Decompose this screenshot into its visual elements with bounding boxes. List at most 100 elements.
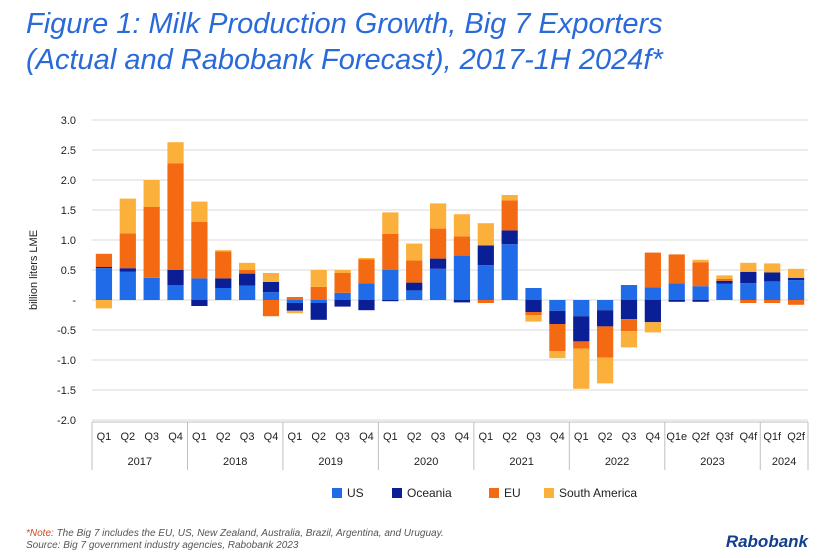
y-tick-label: 1.5 (61, 205, 76, 217)
bar-segment-oceania (215, 278, 232, 288)
x-tick-label: Q1e (666, 431, 687, 443)
bar-segment-oceania (597, 310, 614, 327)
bar-segment-eu (286, 297, 303, 300)
bar-segment-oceania (167, 270, 184, 285)
bar-segment-eu (501, 200, 518, 231)
bar-segment-us (549, 300, 566, 311)
bar-segment-south-america (787, 268, 805, 278)
legend-label: South America (559, 486, 638, 500)
bar-segment-us (310, 300, 327, 303)
footnote: *Note: The Big 7 includes the EU, US, Ne… (26, 528, 444, 552)
bar-segment-south-america (286, 310, 303, 314)
bar-segment-oceania (764, 272, 781, 282)
bar-segment-south-america (549, 351, 566, 359)
legend-item-us: US (332, 486, 364, 500)
bar-segment-south-america (597, 357, 614, 384)
x-tick-label: Q2 (311, 431, 326, 443)
y-tick-label: -2.0 (57, 415, 76, 427)
bar-segment-eu (453, 236, 471, 256)
bar-segment-us (716, 283, 733, 300)
legend-label: Oceania (407, 486, 452, 500)
x-tick-label: Q3 (335, 431, 350, 443)
bar-segment-oceania (453, 300, 471, 303)
footnote-note-prefix: *Note: (26, 528, 54, 539)
y-tick-label: 2.5 (61, 145, 76, 157)
x-tick-label: Q4 (264, 431, 279, 443)
bar-segment-us (787, 280, 805, 300)
bar-segment-oceania (716, 280, 733, 284)
x-tick-label: Q1 (192, 431, 207, 443)
bar-segment-eu (215, 251, 232, 279)
bar-segment-us (95, 268, 113, 300)
bar-segment-us (477, 265, 494, 300)
legend-item-south-america: South America (544, 486, 637, 500)
bar-segment-south-america (620, 331, 638, 348)
bar-segment-south-america (716, 275, 733, 279)
legend-label: EU (504, 486, 521, 500)
bar-segment-oceania (429, 258, 447, 269)
bar-segment-eu (143, 207, 160, 278)
chart-title: Figure 1: Milk Production Growth, Big 7 … (26, 6, 816, 78)
bar-segment-south-america (382, 212, 399, 234)
y-tick-label: - (72, 295, 76, 307)
bar-segment-oceania (239, 273, 256, 286)
y-tick-label: 0.5 (61, 265, 76, 277)
bar-segment-us (429, 268, 447, 300)
x-tick-label: Q1 (97, 431, 112, 443)
bar-segment-eu (95, 253, 113, 267)
bar-segment-south-america (143, 180, 160, 207)
x-tick-label: Q2 (216, 431, 231, 443)
bar-segment-eu (310, 286, 327, 300)
year-label: 2022 (605, 456, 629, 468)
bar-segment-south-america (334, 270, 351, 273)
bar-segment-eu (573, 341, 590, 349)
bar-segment-south-america (692, 259, 709, 263)
legend-item-eu: EU (489, 486, 521, 500)
bar-segment-south-america (764, 263, 781, 273)
bar-segment-eu (692, 262, 709, 287)
y-tick-label: -1.5 (57, 385, 76, 397)
bar-segment-south-america (239, 262, 256, 270)
year-label: 2023 (700, 456, 724, 468)
bar-segment-south-america (215, 250, 232, 252)
bar-segment-oceania (310, 303, 327, 320)
bar-segment-eu (549, 324, 566, 351)
x-tick-label: Q3 (240, 431, 255, 443)
bar-segment-us (119, 271, 136, 300)
bar-segment-eu (597, 326, 614, 358)
y-tick-label: 2.0 (61, 175, 76, 187)
bar-segment-oceania (787, 277, 805, 281)
bar-segment-south-america (644, 322, 661, 333)
bar-segment-eu (764, 300, 781, 303)
bar-segment-eu (429, 228, 447, 259)
bar-segment-south-america (262, 273, 280, 282)
bar-segment-us (143, 277, 160, 300)
bar-segment-south-america (191, 201, 208, 222)
footnote-source-line: Source: Big 7 government industry agenci… (26, 540, 299, 551)
x-tick-label: Q4 (646, 431, 661, 443)
bar-segment-south-america (406, 243, 423, 261)
y-tick-label: -1.0 (57, 355, 76, 367)
bar-segment-us (262, 292, 280, 300)
bar-segment-eu (334, 273, 351, 293)
bar-segment-eu (477, 300, 494, 303)
bar-segment-oceania (501, 230, 518, 245)
bar-segment-eu (787, 300, 805, 305)
x-tick-label: Q3f (716, 431, 735, 443)
bar-segment-eu (119, 233, 136, 269)
y-tick-label: 3.0 (61, 115, 76, 127)
x-tick-label: Q3 (144, 431, 159, 443)
bar-segment-eu (668, 254, 685, 284)
bar-segment-us (597, 300, 614, 311)
year-label: 2020 (414, 456, 438, 468)
bar-segment-oceania (406, 282, 423, 291)
legend-swatch (392, 488, 402, 498)
bar-segment-south-america (95, 300, 113, 309)
bar-segment-oceania (620, 300, 638, 320)
bar-segment-south-america (429, 203, 447, 229)
x-tick-label: Q3 (622, 431, 637, 443)
bar-segment-south-america (501, 195, 518, 201)
bar-segment-oceania (262, 282, 280, 293)
footnote-note-text: The Big 7 includes the EU, US, New Zeala… (53, 528, 444, 539)
chart-title-line-2: (Actual and Rabobank Forecast), 2017-1H … (26, 44, 663, 76)
